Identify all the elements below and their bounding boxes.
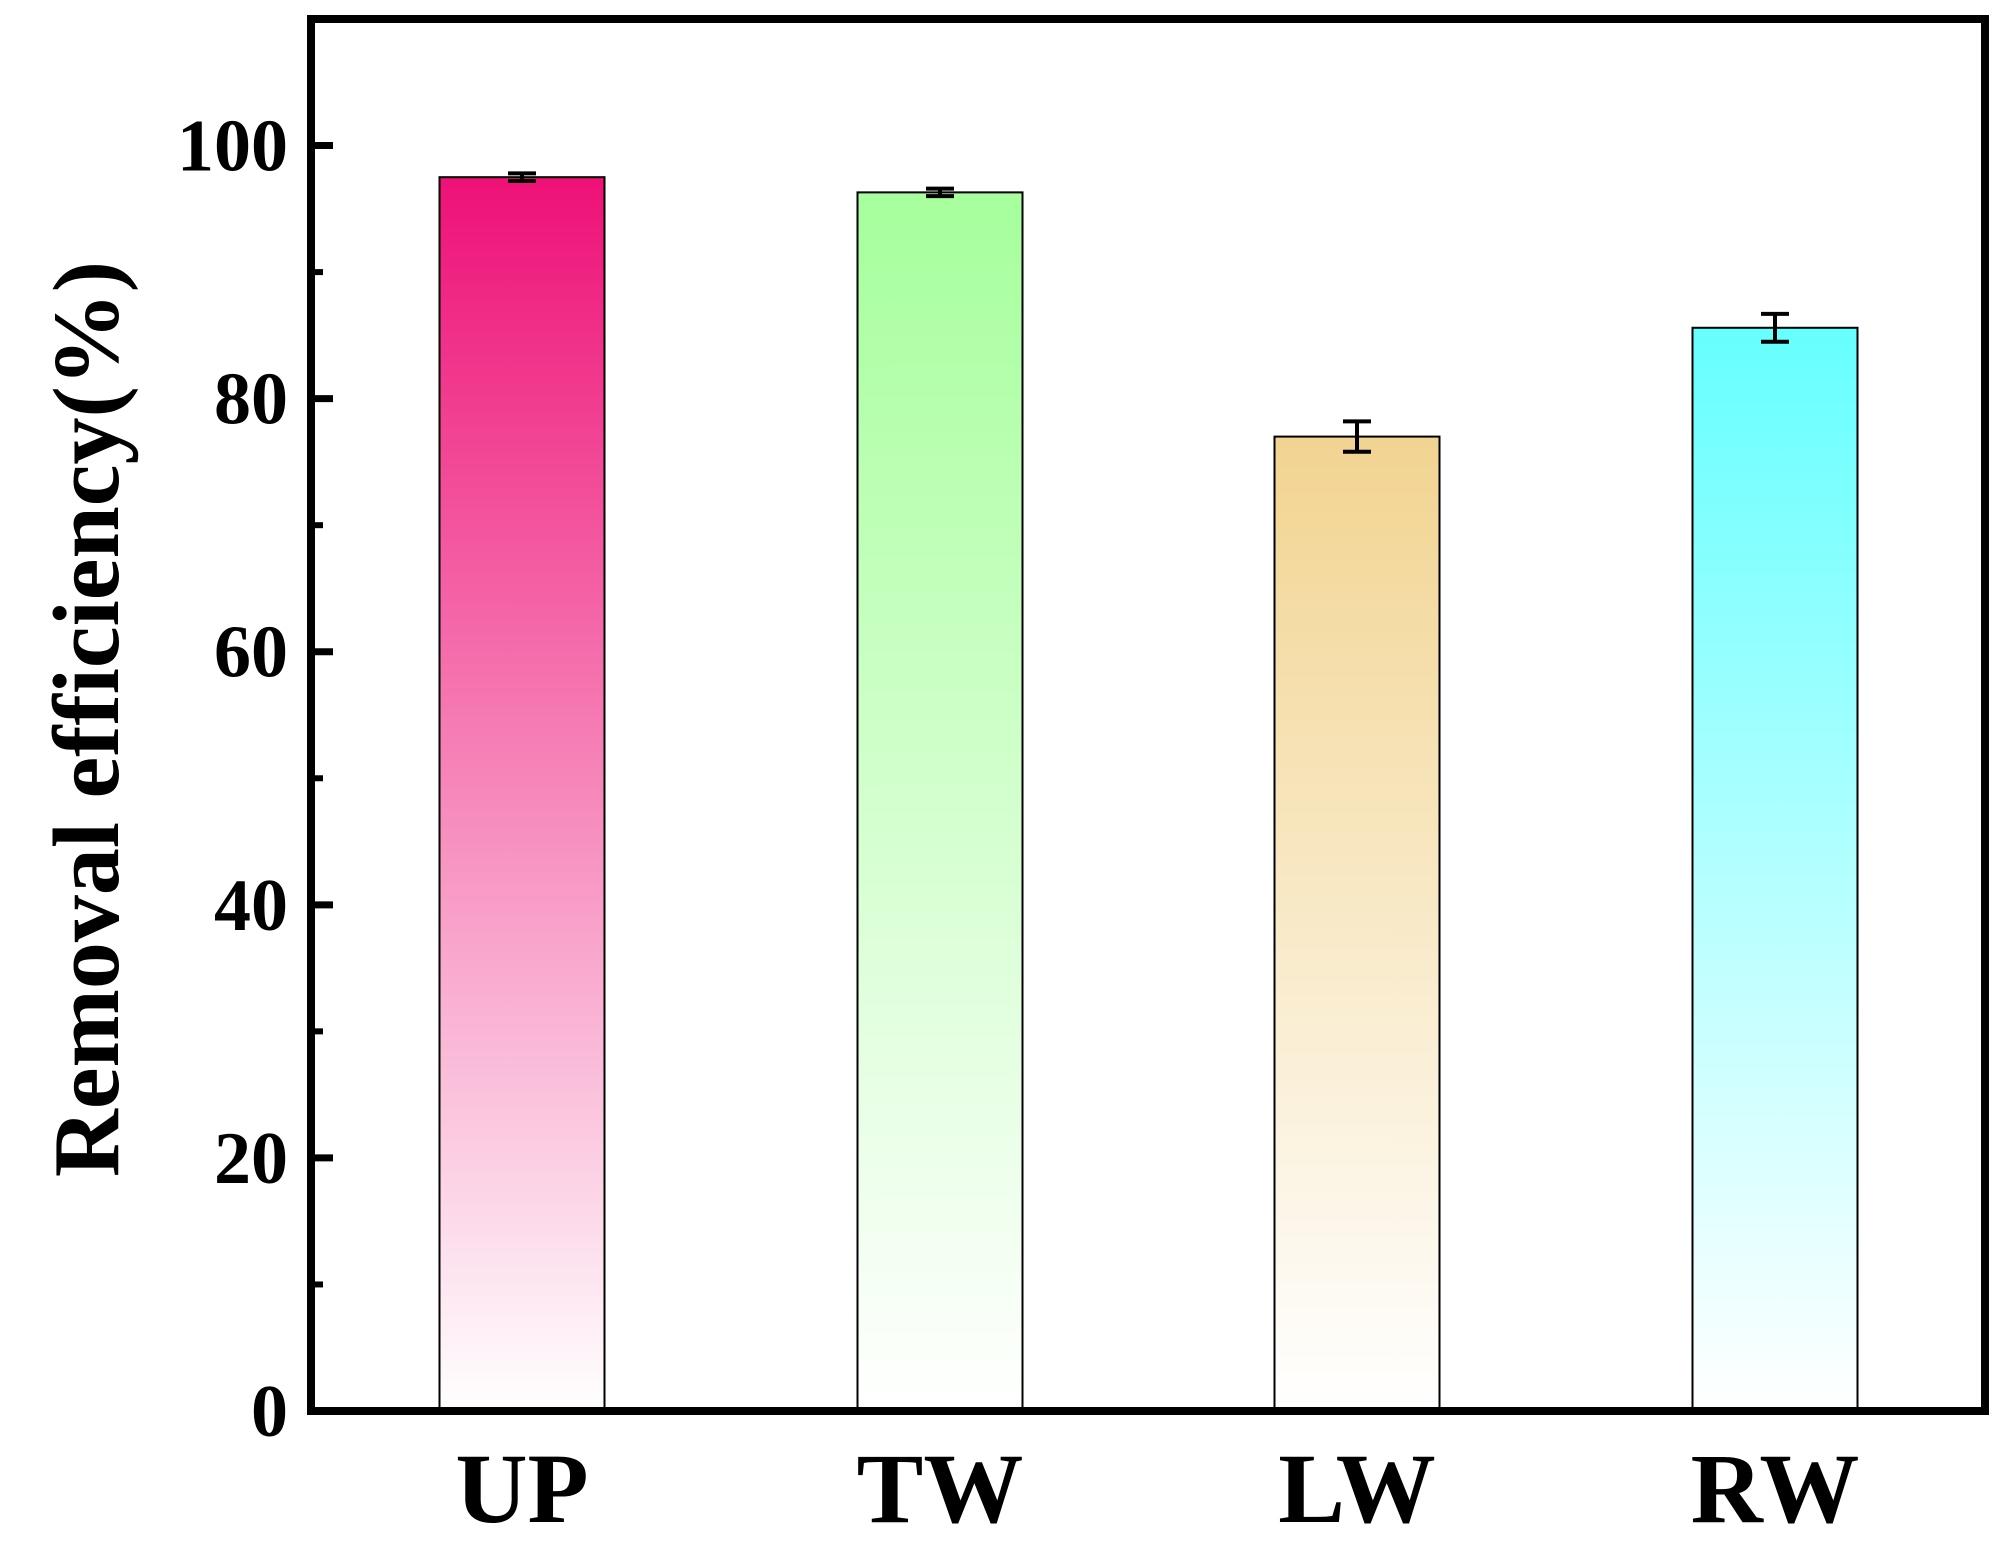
y-axis-title: Removal efficiency(%) <box>35 261 139 1177</box>
x-tick-label-tw: TW <box>857 1433 1024 1544</box>
y-tick-label-80: 80 <box>214 359 288 441</box>
error-bar-rw <box>1761 311 1789 344</box>
bar-up <box>438 176 606 1413</box>
x-tick-label-rw: RW <box>1691 1433 1860 1544</box>
bars-layer <box>438 176 1859 1413</box>
error-bar-up <box>508 171 536 183</box>
y-tick-label-60: 60 <box>214 612 288 694</box>
bar-lw <box>1273 435 1441 1413</box>
y-tick-label-100: 100 <box>177 106 288 188</box>
x-tick-label-up: UP <box>455 1433 588 1544</box>
error-bars-layer <box>508 171 1789 454</box>
error-bar-lw <box>1343 419 1371 454</box>
error-bar-tw <box>926 186 954 199</box>
plot-frame <box>307 15 1989 1415</box>
y-tick-label-20: 20 <box>214 1118 288 1200</box>
bar-tw <box>856 191 1024 1412</box>
x-tick-label-lw: LW <box>1278 1433 1436 1544</box>
y-tick-label-40: 40 <box>214 865 288 947</box>
x-axis-labels: UP TW LW RW <box>455 1433 1859 1544</box>
bar-rw <box>1691 326 1859 1413</box>
y-tick-label-0: 0 <box>251 1371 288 1453</box>
